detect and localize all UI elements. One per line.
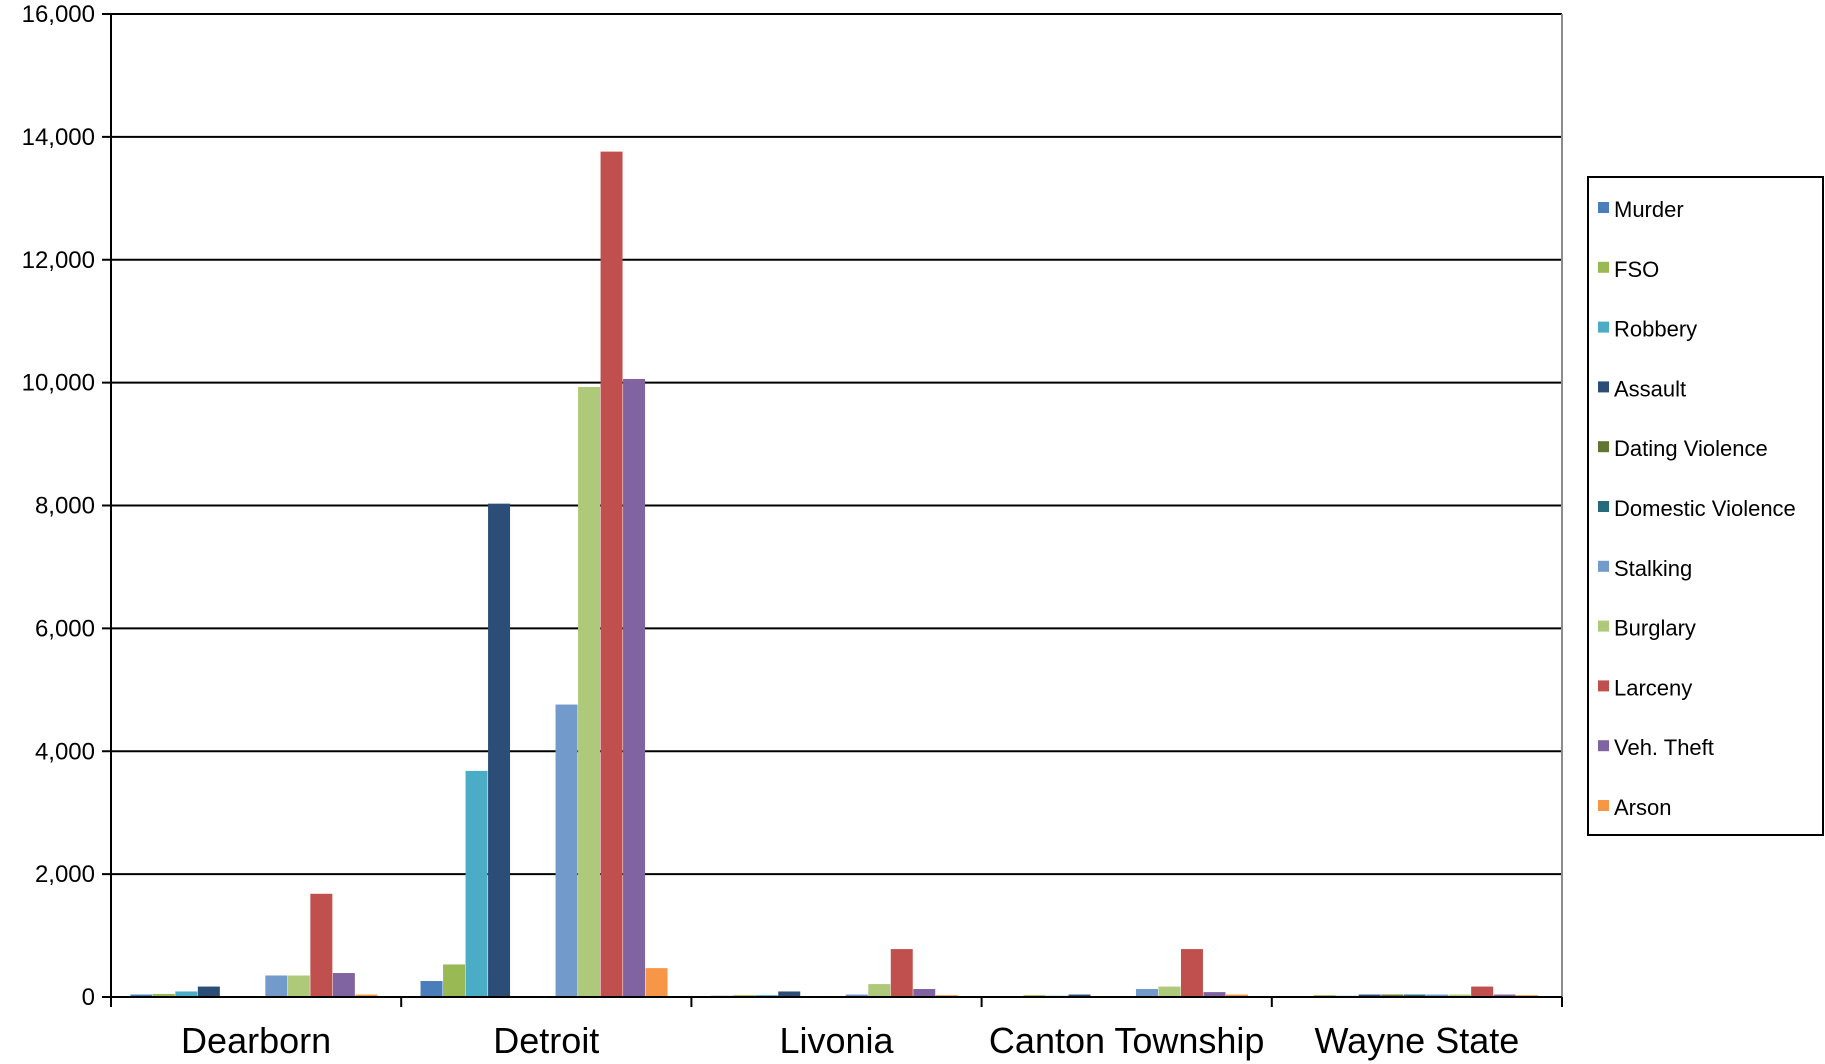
legend-label: Burglary <box>1614 616 1696 641</box>
legend-swatch <box>1598 381 1609 393</box>
bar <box>1203 992 1226 997</box>
bar <box>443 964 466 997</box>
y-tick-label: 14,000 <box>22 124 95 151</box>
bar <box>152 993 175 997</box>
bar <box>420 981 443 997</box>
legend-swatch <box>1598 800 1609 811</box>
x-tick-label: Livonia <box>779 1020 894 1061</box>
legend-label: Murder <box>1614 197 1684 222</box>
legend-swatch <box>1598 680 1609 692</box>
legend-swatch <box>1598 441 1609 453</box>
bar <box>1448 994 1471 997</box>
x-tick-label: Detroit <box>493 1020 599 1061</box>
legend-label: Larceny <box>1614 675 1692 700</box>
legend-label: Assault <box>1614 376 1686 401</box>
bar <box>845 994 868 997</box>
y-tick-label: 0 <box>82 984 95 1011</box>
y-tick-label: 8,000 <box>35 493 95 520</box>
legend-label: Stalking <box>1614 556 1692 581</box>
legend: Murder FSO Robbery Assault Dating Violence Do… <box>1587 176 1824 836</box>
bar <box>265 975 288 997</box>
legend-swatch <box>1598 202 1609 213</box>
bar <box>1403 994 1426 997</box>
bar <box>890 949 913 997</box>
y-tick-label: 4,000 <box>35 738 95 765</box>
bar <box>868 984 891 997</box>
axes: 0 2,000 4,000 6,000 8,000 10,000 12,000 14,000 1… <box>22 1 1563 1061</box>
legend-box <box>1587 176 1824 836</box>
bar <box>555 704 578 997</box>
legend-label: FSO <box>1614 257 1659 282</box>
bar <box>130 994 153 997</box>
legend-swatch <box>1598 740 1609 752</box>
gridlines <box>111 13 1562 876</box>
bar <box>1225 994 1248 997</box>
bars <box>130 151 1539 997</box>
bar <box>1381 994 1404 997</box>
bar <box>1135 989 1158 997</box>
bar <box>645 968 668 997</box>
bar <box>1158 986 1181 997</box>
y-tick-label: 12,000 <box>22 247 95 274</box>
legend-label: Dating Violence <box>1614 436 1768 461</box>
bar <box>488 503 511 997</box>
bar <box>578 386 601 997</box>
bar <box>465 770 488 997</box>
x-tick-label: Canton Township <box>989 1020 1265 1061</box>
bar <box>310 893 333 997</box>
bar <box>913 989 936 997</box>
legend-swatch <box>1598 261 1609 273</box>
bar <box>1426 994 1449 997</box>
bar <box>1471 986 1494 997</box>
legend-label: Arson <box>1614 795 1671 820</box>
x-tick-label: Dearborn <box>181 1020 331 1061</box>
y-tick-label: 10,000 <box>22 370 95 397</box>
legend-label: Robbery <box>1614 317 1697 342</box>
bar <box>355 994 378 997</box>
bar <box>1068 994 1091 997</box>
y-tick-label: 2,000 <box>35 861 95 888</box>
y-tick-label: 16,000 <box>22 1 95 28</box>
bar <box>623 378 646 997</box>
x-tick-label: Wayne State <box>1315 1020 1520 1061</box>
legend-label: Domestic Violence <box>1614 496 1796 521</box>
bar <box>197 986 220 997</box>
bar <box>1180 949 1203 997</box>
bar <box>1358 994 1381 997</box>
legend-swatch <box>1598 501 1609 512</box>
bar <box>332 973 355 997</box>
legend-swatch <box>1598 620 1609 632</box>
bar <box>1493 994 1516 997</box>
bar <box>287 975 310 997</box>
bar <box>778 991 801 997</box>
y-tick-label: 6,000 <box>35 615 95 642</box>
bar <box>600 151 623 997</box>
legend-swatch <box>1598 560 1609 572</box>
bar <box>175 991 198 997</box>
legend-label: Veh. Theft <box>1614 735 1714 760</box>
legend-swatch <box>1598 321 1609 333</box>
